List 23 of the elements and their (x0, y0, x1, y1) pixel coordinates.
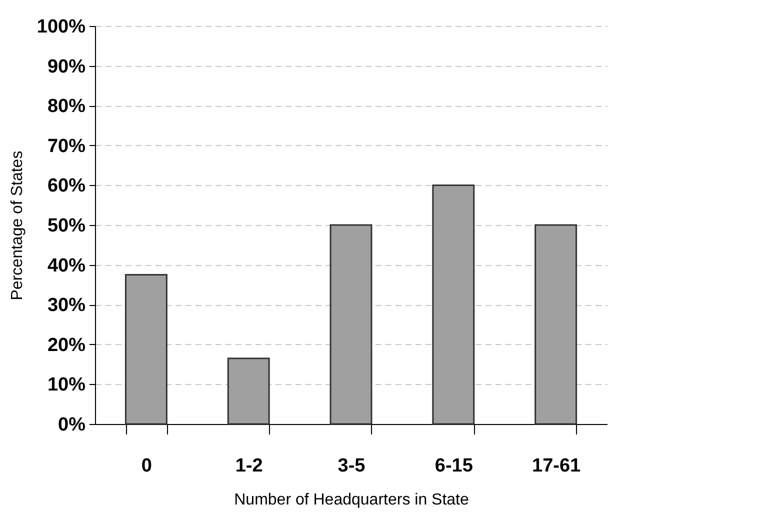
y-tick-label: 30% (47, 295, 86, 316)
y-tick-label: 0% (58, 414, 86, 436)
x-tick-label: 6-15 (434, 456, 474, 476)
y-axis-title: Percentage of States (8, 150, 26, 300)
bar (227, 358, 270, 425)
y-tick-label: 40% (47, 255, 86, 276)
y-tick-label: 60% (47, 176, 86, 197)
x-axis-title: Number of Headquarters in State (234, 492, 469, 508)
x-tick-label: 1-2 (235, 456, 263, 476)
bar (124, 274, 168, 425)
y-tick-label: 70% (47, 136, 86, 157)
bar (534, 224, 578, 425)
y-tick-label: 50% (47, 216, 86, 236)
bar (330, 224, 372, 425)
x-tick-label: 17-61 (532, 456, 582, 476)
x-tick-label: 3-5 (338, 456, 366, 476)
bar (432, 184, 475, 425)
y-tick-label: 10% (47, 374, 86, 396)
y-tick-label: 90% (47, 56, 86, 78)
y-tick-label: 80% (47, 96, 86, 118)
y-tick-label: 100% (36, 16, 86, 38)
y-tick-label: 20% (47, 334, 86, 356)
x-tick-label: 0 (141, 456, 152, 476)
